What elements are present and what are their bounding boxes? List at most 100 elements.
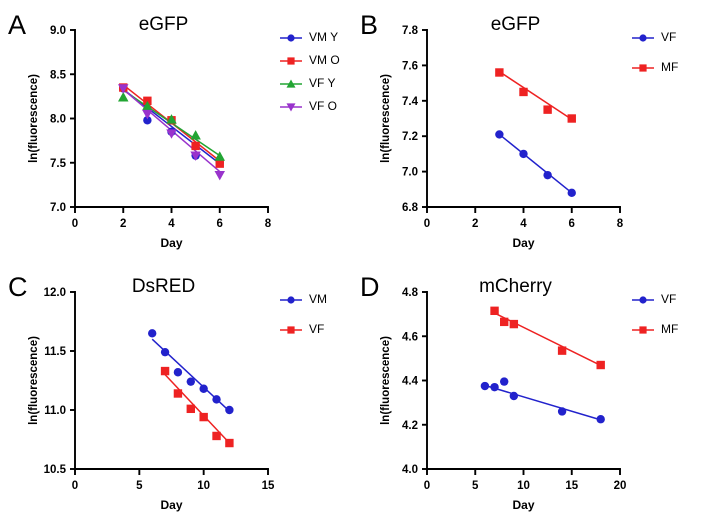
x-tick-label: 5 bbox=[136, 480, 143, 492]
x-tick-label: 0 bbox=[72, 218, 78, 230]
x-tick-label: 2 bbox=[472, 218, 478, 230]
y-tick-label: 10.5 bbox=[44, 464, 67, 476]
data-point bbox=[596, 415, 605, 424]
chart-title: eGFP bbox=[139, 14, 189, 35]
y-tick-label: 7.8 bbox=[402, 25, 419, 37]
data-point bbox=[509, 319, 519, 329]
data-point bbox=[190, 151, 201, 161]
legend-marker bbox=[639, 34, 647, 42]
legend-label: VF bbox=[309, 322, 324, 336]
data-point bbox=[500, 317, 509, 327]
legend-entry: VF bbox=[632, 30, 676, 44]
data-point bbox=[567, 114, 576, 123]
data-point bbox=[557, 346, 567, 355]
data-point bbox=[557, 407, 567, 416]
y-axis-title: ln(fluorescence) bbox=[28, 74, 40, 163]
legend-label: VM bbox=[309, 292, 327, 306]
chart-c: C DsRED 10.5 11.0 11.5 12.0 0 5 10 15 Day ln(fluore… bbox=[8, 272, 327, 512]
data-point bbox=[148, 329, 157, 338]
data-point bbox=[480, 381, 490, 391]
y-tick-label: 6.8 bbox=[402, 202, 419, 214]
data-point bbox=[118, 92, 129, 102]
x-tick-label: 4 bbox=[520, 218, 527, 230]
data-point bbox=[118, 84, 129, 94]
y-tick-label: 7.5 bbox=[50, 158, 67, 170]
y-tick-label: 7.4 bbox=[402, 96, 419, 108]
data-point bbox=[166, 129, 177, 139]
y-tick-label: 11.0 bbox=[44, 405, 66, 417]
x-tick-label: 6 bbox=[569, 218, 575, 230]
data-point bbox=[143, 96, 152, 105]
y-tick-label: 8.0 bbox=[50, 114, 66, 126]
data-point bbox=[199, 412, 208, 422]
data-point bbox=[215, 159, 224, 168]
data-point bbox=[495, 130, 504, 139]
data-point bbox=[142, 100, 153, 111]
x-tick-label: 0 bbox=[424, 480, 430, 492]
x-tick-label: 6 bbox=[217, 218, 223, 230]
data-point bbox=[490, 306, 499, 316]
data-point bbox=[543, 105, 552, 114]
legend-entry: MF bbox=[632, 322, 678, 336]
legend-label: VF bbox=[661, 30, 676, 44]
data-point bbox=[212, 431, 221, 441]
legend-entry: VF bbox=[632, 292, 676, 306]
y-axis-title: ln(fluorescence) bbox=[380, 336, 392, 425]
legend-entry: MF bbox=[632, 60, 678, 74]
data-point bbox=[191, 141, 200, 151]
panel-letter: A bbox=[8, 10, 26, 40]
x-tick-label: 20 bbox=[614, 480, 627, 492]
data-point bbox=[214, 170, 225, 181]
legend-label: VF bbox=[661, 292, 676, 306]
x-tick-label: 8 bbox=[617, 218, 624, 230]
data-point bbox=[173, 368, 183, 377]
y-axis-title: ln(fluorescence) bbox=[28, 336, 40, 425]
y-tick-label: 4.0 bbox=[402, 464, 418, 476]
y-tick-label: 4.6 bbox=[402, 331, 418, 343]
legend-marker bbox=[639, 296, 647, 304]
y-tick-label: 7.6 bbox=[402, 60, 418, 72]
data-point bbox=[543, 170, 552, 180]
x-tick-label: 5 bbox=[472, 480, 479, 492]
data-point bbox=[190, 130, 201, 140]
x-axis-title: Day bbox=[512, 498, 534, 512]
legend-marker bbox=[287, 326, 295, 334]
legend-entry: VF Y bbox=[280, 76, 335, 90]
data-point bbox=[166, 114, 177, 124]
data-point bbox=[225, 405, 234, 415]
legend-entry: VM O bbox=[280, 53, 340, 67]
y-tick-label: 8.5 bbox=[50, 69, 67, 81]
x-tick-label: 10 bbox=[517, 480, 530, 492]
y-axis-title: ln(fluorescence) bbox=[380, 74, 392, 163]
y-tick-label: 4.8 bbox=[402, 287, 419, 299]
regression-line bbox=[498, 70, 573, 121]
regression-line bbox=[498, 133, 573, 194]
panel-c: C DsRED 10.5 11.0 11.5 12.0 0 5 10 15 Day ln(fluore… bbox=[0, 262, 352, 524]
legend-entry: VF bbox=[280, 322, 324, 336]
data-point bbox=[160, 366, 170, 376]
data-point bbox=[495, 68, 504, 77]
data-point bbox=[143, 116, 152, 125]
data-point bbox=[509, 391, 519, 401]
legend-marker bbox=[287, 34, 295, 42]
data-point bbox=[225, 438, 234, 448]
legend-entry: VM bbox=[280, 292, 327, 306]
legend-entry: VF O bbox=[280, 99, 337, 113]
legend-entry: VM Y bbox=[280, 30, 338, 44]
data-point bbox=[567, 188, 576, 198]
x-axis-title: Day bbox=[160, 498, 182, 512]
x-tick-label: 0 bbox=[72, 480, 78, 492]
panel-letter: D bbox=[360, 272, 380, 302]
y-tick-label: 7.0 bbox=[402, 167, 418, 179]
x-tick-label: 4 bbox=[168, 218, 175, 230]
x-axis-title: Day bbox=[512, 236, 534, 250]
data-point bbox=[212, 395, 221, 404]
data-point bbox=[519, 149, 528, 159]
regression-line bbox=[484, 384, 601, 421]
x-tick-label: 10 bbox=[197, 480, 210, 492]
data-point bbox=[490, 382, 499, 392]
